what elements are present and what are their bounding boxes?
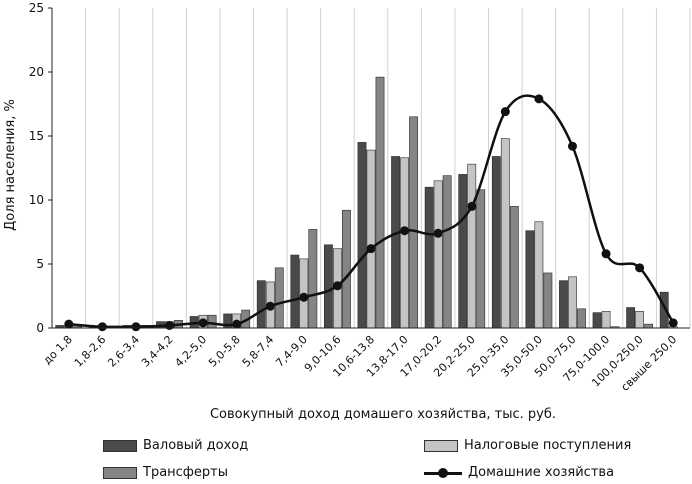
line-point (668, 318, 678, 328)
legend-swatch-transfers (103, 466, 137, 479)
legend-item-gross-income: Валовый доход (103, 438, 248, 453)
line-series (64, 94, 678, 332)
x-tick-labels: до 1,81,8-2,62,6-3,43,4-4,24,2-5,05,0-5,… (41, 333, 680, 394)
bar (357, 142, 367, 329)
bar (458, 174, 468, 329)
line-point (534, 94, 544, 104)
legend-swatch-tax (424, 439, 458, 452)
x-tick-label: 5,0-5,8 (206, 333, 243, 370)
y-tick-label: 25 (29, 1, 44, 15)
bar (366, 149, 376, 329)
bar (308, 229, 318, 329)
bar (577, 308, 586, 329)
bar (476, 189, 486, 329)
line-point (165, 320, 175, 330)
x-axis-title: Совокупный доход домашего хозяйства, тыс… (210, 407, 556, 422)
bar (592, 312, 602, 329)
line-point (64, 319, 74, 329)
line-point (299, 292, 309, 302)
legend-item-transfers: Трансферты (103, 465, 228, 480)
line-point (601, 249, 611, 259)
x-tick-label: 2,6-3,4 (105, 333, 142, 370)
legend-label-households: Домашние хозяйства (468, 465, 615, 480)
bar (400, 157, 409, 329)
bar (433, 180, 443, 329)
bar (375, 76, 385, 329)
line-point (198, 318, 208, 328)
bar (635, 311, 645, 329)
bar (601, 311, 611, 329)
line-point (433, 228, 443, 238)
line-point (232, 319, 242, 329)
bar (442, 175, 452, 329)
line-point (635, 263, 645, 273)
line-point (467, 201, 477, 211)
bar (559, 280, 568, 329)
bar (534, 221, 544, 329)
bar (525, 230, 535, 329)
bar (324, 244, 333, 329)
bar (543, 272, 553, 329)
legend-swatch-gross-income (103, 439, 137, 452)
line-point (97, 322, 107, 332)
line-point (265, 301, 275, 311)
y-axis-title: Доля населения, % (3, 99, 18, 231)
bar (207, 314, 217, 329)
line-point (400, 226, 410, 236)
x-tick-label: 1,8-2,6 (72, 333, 109, 370)
bar (491, 156, 501, 329)
line-point (332, 281, 342, 291)
legend-item-households: Домашние хозяйства (424, 465, 614, 480)
legend-swatch-households (424, 467, 462, 479)
legend-label-transfers: Трансферты (143, 465, 229, 480)
bar (409, 116, 418, 329)
y-tick-labels: 0 5 10 15 20 25 (29, 1, 44, 335)
bar (391, 156, 400, 329)
line-point (131, 322, 141, 332)
line-point (500, 107, 510, 117)
y-tick-label: 20 (29, 65, 44, 79)
bar (509, 206, 519, 329)
legend-label-tax: Налоговые поступления (464, 438, 632, 453)
legend-item-tax: Налоговые поступления (424, 438, 631, 453)
bar (256, 280, 266, 329)
bar (274, 267, 284, 329)
line-point (567, 141, 577, 151)
bar (568, 276, 577, 329)
line-point (366, 244, 376, 254)
x-tick-label: 3,4-4,2 (139, 333, 176, 370)
bar (467, 163, 477, 329)
bar (626, 307, 636, 329)
y-tick-label: 15 (29, 129, 44, 143)
bar (500, 138, 510, 329)
y-tick-label: 0 (36, 321, 44, 335)
x-tick-label: 5,8-7,4 (240, 333, 277, 370)
bar (424, 186, 434, 329)
axes (48, 7, 690, 329)
legend-label-gross-income: Валовый доход (143, 438, 249, 453)
y-tick-label: 10 (29, 193, 44, 207)
bars (55, 76, 678, 329)
y-tick-label: 5 (36, 257, 44, 271)
gridlines (51, 8, 691, 328)
bar (342, 209, 351, 329)
x-tick-label: 4,2-5,0 (172, 333, 209, 370)
x-tick-label: до 1,8 (41, 333, 75, 367)
bar (644, 323, 654, 329)
bar (290, 254, 300, 329)
